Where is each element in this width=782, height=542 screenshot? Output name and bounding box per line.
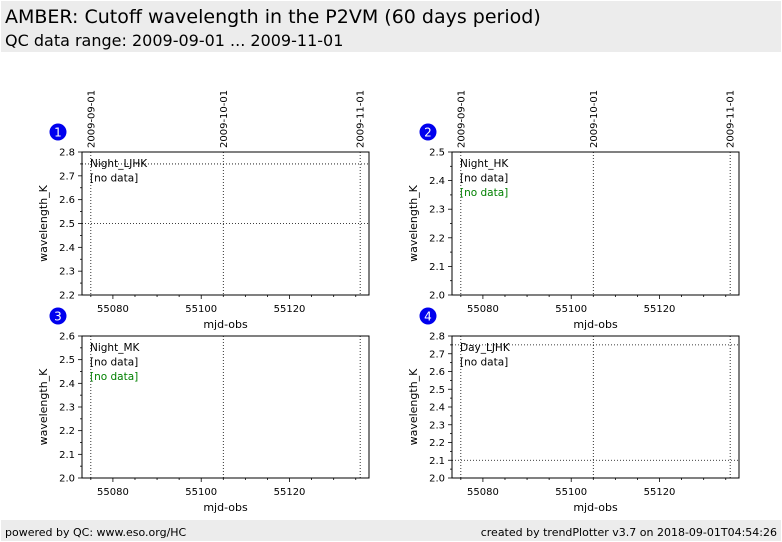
x-tick-label: 55120 [274, 304, 306, 315]
x-tick-label: 55080 [97, 304, 129, 315]
y-tick-label: 2.3 [429, 420, 445, 431]
report-header: AMBER: Cutoff wavelength in the P2VM (60… [1, 1, 781, 52]
plot-frame [81, 151, 370, 296]
footer-created-by: created by trendPlotter v3.7 on 2018-09-… [480, 526, 777, 539]
report-footer: powered by QC: www.eso.org/HC created by… [1, 520, 781, 541]
legend-entry: Night_LJHK [90, 158, 148, 170]
y-tick-label: 2.1 [59, 450, 75, 461]
x-tick-label: 55100 [555, 304, 587, 315]
footer-credit: powered by QC: www.eso.org/HC [5, 526, 187, 539]
x-axis-label: mjd-obs [203, 501, 248, 514]
panel-number: 3 [54, 310, 62, 324]
top-date-label: 2009-10-01 [589, 90, 600, 148]
legend-entry: [no data] [460, 357, 508, 369]
y-axis-label: wavelength_K [407, 368, 420, 446]
panel-number: 4 [424, 310, 432, 324]
legend-entry: [no data] [460, 173, 508, 185]
y-tick-label: 2.4 [429, 403, 445, 414]
y-tick-label: 2.0 [429, 474, 445, 485]
legend-entry: [no data] [460, 187, 508, 199]
y-tick-label: 2.1 [429, 456, 445, 467]
y-tick-label: 2.3 [59, 267, 75, 278]
x-tick-label: 55120 [644, 304, 676, 315]
y-tick-label: 2.4 [59, 243, 75, 254]
y-tick-label: 2.1 [429, 262, 445, 273]
y-tick-label: 2.2 [59, 426, 75, 437]
x-axis-label: mjd-obs [573, 501, 618, 514]
y-tick-label: 2.0 [429, 291, 445, 302]
legend-entry: Night_HK [460, 158, 509, 170]
plot-frame [451, 151, 740, 296]
x-tick-label: 55100 [185, 487, 217, 498]
legend-entry: Day_LJHK [460, 342, 511, 354]
legend-entry: Night_MK [90, 342, 141, 354]
legend-entry: [no data] [90, 371, 138, 383]
chart-panel-4: 2.0 2.1 2.2 2.3 2.4 2.5 2.6 2.7 2.8 55080 55100 551… [407, 307, 740, 514]
y-tick-label: 2.6 [429, 367, 445, 378]
top-date-label: 2009-11-01 [356, 90, 367, 148]
chart-panel-2: 2.0 2.1 2.2 2.3 2.4 2.5 55080 55100 55120 2009-09… [407, 90, 740, 331]
y-tick-label: 2.0 [59, 474, 75, 485]
y-tick-label: 2.5 [59, 219, 75, 230]
legend-entry: [no data] [90, 357, 138, 369]
plot-frame [451, 335, 740, 479]
y-tick-label: 2.7 [59, 171, 75, 182]
top-date-label: 2009-10-01 [219, 90, 230, 148]
y-tick-label: 2.5 [429, 148, 445, 159]
y-tick-label: 2.4 [429, 176, 445, 187]
x-tick-label: 55080 [97, 487, 129, 498]
y-tick-label: 2.7 [429, 349, 445, 360]
x-tick-label: 55120 [644, 487, 676, 498]
y-tick-label: 2.6 [59, 332, 75, 343]
x-axis-label: mjd-obs [203, 318, 248, 331]
x-tick-label: 55080 [467, 304, 499, 315]
y-tick-label: 2.2 [59, 291, 75, 302]
y-tick-label: 2.5 [59, 355, 75, 366]
page-title: AMBER: Cutoff wavelength in the P2VM (60… [5, 6, 541, 28]
y-tick-label: 2.2 [429, 438, 445, 449]
y-tick-label: 2.8 [59, 148, 75, 159]
y-tick-label: 2.5 [429, 385, 445, 396]
panel-number-badge [49, 307, 67, 325]
legend-entry: [no data] [90, 173, 138, 185]
y-tick-label: 2.6 [59, 195, 75, 206]
y-tick-label: 2.4 [59, 379, 75, 390]
page-subtitle: QC data range: 2009-09-01 ... 2009-11-01 [5, 31, 344, 50]
y-tick-label: 2.8 [429, 332, 445, 343]
y-axis-label: wavelength_K [37, 368, 50, 446]
panel-number: 2 [424, 126, 432, 140]
x-axis-label: mjd-obs [573, 318, 618, 331]
x-tick-label: 55100 [185, 304, 217, 315]
x-tick-label: 55120 [274, 487, 306, 498]
panel-number-badge [419, 307, 437, 325]
panel-number: 1 [54, 126, 62, 140]
x-tick-label: 55100 [555, 487, 587, 498]
y-tick-label: 2.3 [59, 403, 75, 414]
y-axis-label: wavelength_K [37, 184, 50, 262]
chart-panel-1: 2.2 2.3 2.4 2.5 2.6 2.7 2.8 55080 55100 55120 2009… [37, 90, 370, 331]
panel-number-badge [419, 123, 437, 141]
y-tick-label: 2.3 [429, 205, 445, 216]
top-date-label: 2009-09-01 [86, 90, 97, 148]
top-date-label: 2009-09-01 [456, 90, 467, 148]
top-date-label: 2009-11-01 [726, 90, 737, 148]
y-axis-label: wavelength_K [407, 184, 420, 262]
plot-frame [81, 335, 370, 479]
chart-panel-3: 2.0 2.1 2.2 2.3 2.4 2.5 2.6 55080 55100 55120 mjd-… [37, 307, 370, 514]
y-tick-label: 2.2 [429, 233, 445, 244]
panel-number-badge [49, 123, 67, 141]
x-tick-label: 55080 [467, 487, 499, 498]
